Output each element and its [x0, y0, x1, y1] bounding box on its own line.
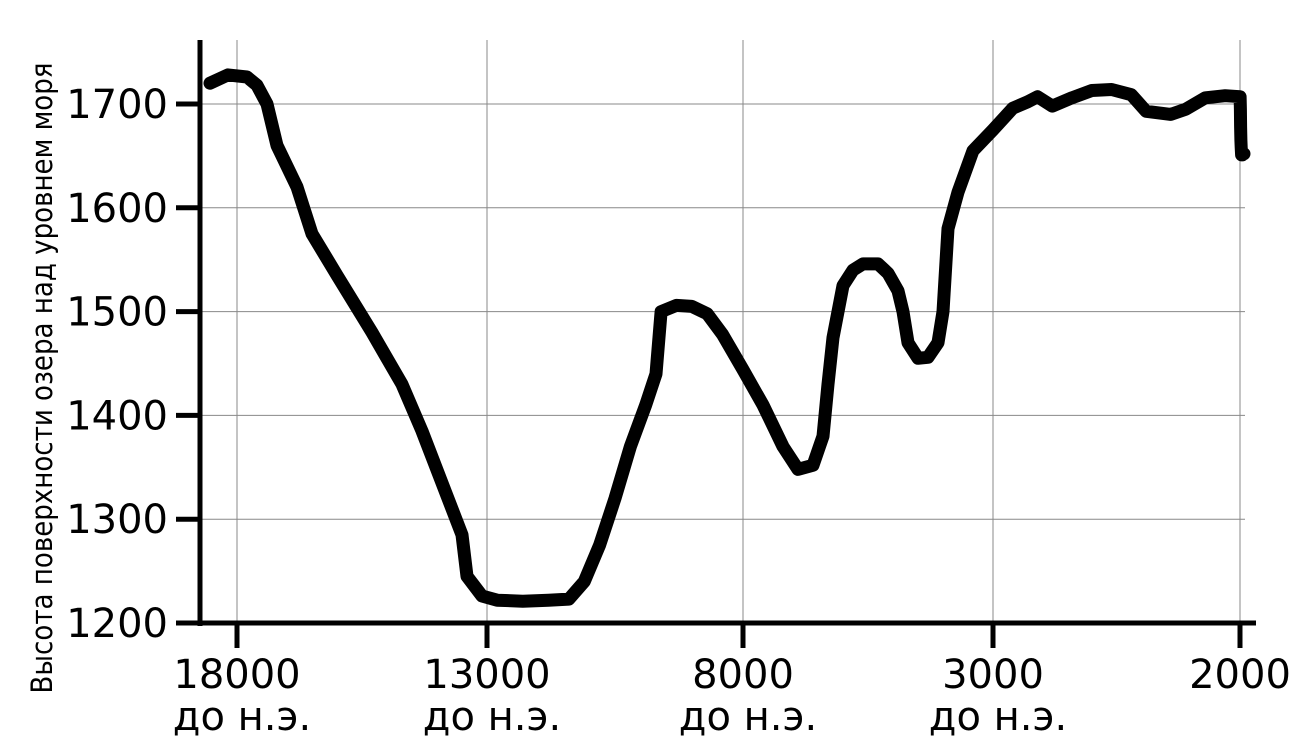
x-tick-label: 18000 — [173, 652, 300, 698]
y-axis-title: Высота поверхности озера над уровнем мор… — [25, 63, 59, 694]
y-tick-label: 1500 — [66, 290, 168, 336]
grid-lines — [200, 40, 1245, 623]
x-tick-era-label: до н.э. — [173, 694, 311, 740]
axes — [176, 40, 1256, 626]
y-axis-ticks: 1200 1300 1400 1500 1600 1700 — [66, 82, 200, 647]
y-tick-label: 1600 — [66, 186, 168, 232]
y-tick-label: 1200 — [66, 601, 168, 647]
y-tick-label: 1400 — [66, 393, 168, 439]
x-tick-label: 2000 — [1189, 652, 1289, 698]
x-tick-label: 13000 — [423, 652, 550, 698]
y-tick-label: 1700 — [66, 82, 168, 128]
lake-level-line — [203, 68, 1251, 608]
x-tick-era-label: до н.э. — [423, 694, 561, 740]
x-tick-era-label: до н.э. — [929, 694, 1067, 740]
x-tick-era-label: до н.э. — [679, 694, 817, 740]
x-tick-label: 8000 — [692, 652, 794, 698]
x-tick-label: 3000 — [942, 652, 1044, 698]
y-tick-label: 1300 — [66, 497, 168, 543]
